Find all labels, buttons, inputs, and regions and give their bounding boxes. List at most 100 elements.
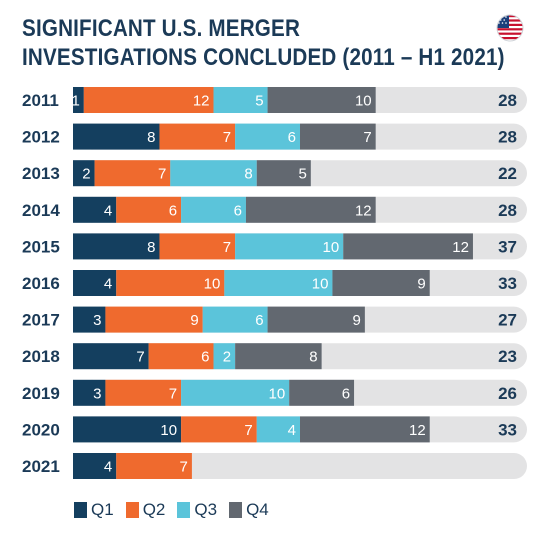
bar-segment-q1-2013 bbox=[73, 160, 95, 187]
legend-label-q3: Q3 bbox=[194, 500, 218, 519]
legend-label-q1: Q1 bbox=[91, 500, 114, 519]
legend-swatch-q4 bbox=[229, 502, 243, 518]
bar-segment-q4-2019 bbox=[289, 379, 355, 406]
bar-segment-q4-2018 bbox=[235, 343, 322, 370]
data-label-q2-2011: 12 bbox=[193, 93, 210, 110]
legend-item-q3: Q3 bbox=[177, 500, 217, 520]
year-label-2018: 2018 bbox=[22, 347, 60, 366]
year-label-2012: 2012 bbox=[22, 128, 60, 147]
data-label-q2-2013: 7 bbox=[158, 166, 166, 183]
data-label-q2-2016: 10 bbox=[204, 276, 221, 293]
data-label-q3-2011: 5 bbox=[255, 93, 263, 110]
legend-label-q4: Q4 bbox=[246, 500, 269, 519]
data-label-q4-2018: 8 bbox=[309, 349, 317, 366]
bar-segment-q4-2016 bbox=[332, 270, 430, 296]
bar-segment-q2-2019 bbox=[105, 379, 182, 406]
data-label-q3-2018: 2 bbox=[223, 349, 231, 366]
data-label-q1-2012: 8 bbox=[147, 129, 155, 146]
bar-segment-q1-2021 bbox=[73, 453, 117, 479]
data-label-q1-2019: 3 bbox=[93, 385, 101, 402]
bar-segment-q1-2016 bbox=[73, 270, 117, 296]
data-label-q4-2012: 7 bbox=[363, 129, 371, 146]
data-label-q2-2018: 6 bbox=[201, 349, 209, 366]
bar-segment-q4-2017 bbox=[267, 306, 365, 333]
year-label-2019: 2019 bbox=[22, 384, 60, 403]
data-label-q4-2013: 5 bbox=[298, 166, 306, 183]
year-label-2013: 2013 bbox=[22, 164, 60, 183]
legend-swatch-q2 bbox=[125, 502, 139, 518]
legend-item-q1: Q1 bbox=[74, 500, 114, 520]
year-label-2016: 2016 bbox=[22, 274, 60, 293]
legend-swatch-q1 bbox=[74, 502, 87, 518]
data-label-q1-2013: 2 bbox=[82, 166, 90, 183]
bar-segment-q2-2011 bbox=[83, 87, 214, 113]
bar-segment-q4-2013 bbox=[256, 160, 311, 187]
bar-segment-q1-2012 bbox=[73, 123, 160, 150]
bar-segment-q3-2019 bbox=[181, 379, 290, 406]
bar-segment-q1-2017 bbox=[73, 306, 106, 333]
bar-segment-q3-2018 bbox=[213, 343, 236, 370]
bar-segment-q1-2020 bbox=[73, 416, 182, 443]
year-label-2011: 2011 bbox=[22, 91, 59, 110]
year-label-2021: 2021 bbox=[22, 457, 60, 476]
total-label-2019: 26 bbox=[498, 384, 517, 403]
data-label-q1-2014: 4 bbox=[104, 202, 112, 219]
data-label-q3-2014: 6 bbox=[234, 202, 242, 219]
bar-segment-q2-2016 bbox=[116, 270, 225, 296]
total-label-2016: 33 bbox=[498, 274, 517, 293]
total-label-2020: 33 bbox=[498, 420, 517, 439]
bar-segment-q2-2014 bbox=[116, 196, 182, 223]
bar-segment-q4-2020 bbox=[300, 416, 430, 443]
total-label-2011: 28 bbox=[498, 91, 517, 110]
chart-title: SIGNIFICANT U.S. MERGER INVESTIGATIONS C… bbox=[22, 14, 505, 72]
data-label-q1-2018: 7 bbox=[136, 349, 144, 366]
total-label-2017: 27 bbox=[498, 311, 517, 330]
bar-segment-q2-2015 bbox=[159, 233, 236, 260]
data-label-q3-2020: 4 bbox=[288, 422, 296, 439]
total-label-2015: 37 bbox=[498, 237, 517, 256]
data-label-q3-2015: 10 bbox=[323, 239, 340, 256]
data-label-q1-2021: 4 bbox=[104, 459, 112, 476]
data-label-q3-2016: 10 bbox=[312, 276, 329, 293]
bar-segment-q4-2011 bbox=[267, 87, 376, 113]
legend-label-q2: Q2 bbox=[142, 500, 166, 519]
bar-segment-q4-2014 bbox=[245, 196, 376, 223]
bar-segment-q1-2015 bbox=[73, 233, 160, 260]
data-label-q4-2020: 12 bbox=[409, 422, 426, 439]
legend-item-q2: Q2 bbox=[125, 500, 166, 520]
data-label-q1-2011: 1 bbox=[71, 93, 79, 110]
bar-segment-q4-2015 bbox=[343, 233, 473, 260]
data-label-q1-2016: 4 bbox=[104, 276, 112, 293]
year-label-2020: 2020 bbox=[22, 420, 60, 439]
chart-title-line-1: SIGNIFICANT U.S. MERGER bbox=[22, 15, 301, 42]
data-label-q4-2017: 9 bbox=[353, 312, 361, 329]
chart-title-line-2: INVESTIGATIONS CONCLUDED (2011 – H1 2021… bbox=[22, 44, 505, 71]
bar-segment-q2-2013 bbox=[94, 160, 171, 187]
bar-segment-q1-2019 bbox=[73, 379, 106, 406]
bar-segment-q2-2021 bbox=[116, 453, 192, 479]
data-label-q1-2017: 3 bbox=[93, 312, 101, 329]
data-label-q2-2021: 7 bbox=[180, 459, 188, 476]
year-label-2015: 2015 bbox=[22, 237, 60, 256]
data-label-q4-2014: 12 bbox=[355, 202, 372, 219]
total-label-2012: 28 bbox=[498, 128, 517, 147]
data-label-q3-2017: 6 bbox=[255, 312, 263, 329]
legend-item-q4: Q4 bbox=[229, 500, 269, 520]
data-label-q2-2014: 6 bbox=[169, 202, 177, 219]
bar-segment-q3-2013 bbox=[170, 160, 257, 187]
data-label-q3-2012: 6 bbox=[288, 129, 296, 146]
data-label-q4-2011: 10 bbox=[355, 93, 372, 110]
data-label-q1-2020: 10 bbox=[160, 422, 177, 439]
data-label-q2-2012: 7 bbox=[223, 129, 231, 146]
bar-segment-q3-2011 bbox=[213, 87, 268, 113]
bar-segment-q4-2012 bbox=[300, 123, 376, 150]
data-label-q2-2015: 7 bbox=[223, 239, 231, 256]
bar-segment-q1-2018 bbox=[73, 343, 149, 370]
data-label-q2-2020: 7 bbox=[244, 422, 252, 439]
bar-segment-q3-2020 bbox=[256, 416, 300, 443]
bar-segment-q2-2012 bbox=[159, 123, 236, 150]
data-label-q1-2015: 8 bbox=[147, 239, 155, 256]
total-label-2013: 22 bbox=[498, 164, 517, 183]
bar-segment-q3-2012 bbox=[235, 123, 300, 150]
total-label-2014: 28 bbox=[498, 201, 517, 220]
